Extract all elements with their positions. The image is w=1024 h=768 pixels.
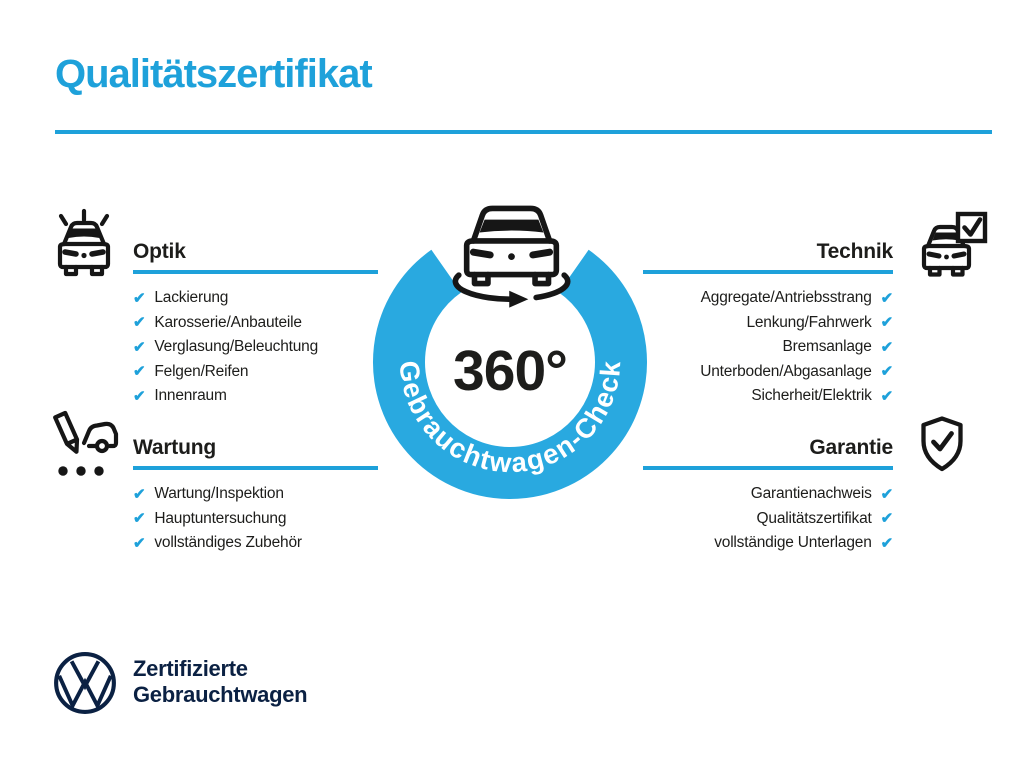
- checklist-item: ✔ Qualitätszertifikat: [643, 507, 894, 532]
- checklist-item: ✔ Felgen/Reifen: [133, 360, 378, 385]
- wartung-checklist: ✔ Wartung/Inspektion ✔ Hauptuntersuchung…: [133, 482, 378, 556]
- check-icon: ✔: [880, 387, 894, 405]
- check-icon: ✔: [133, 314, 146, 332]
- checklist-item: ✔ Karosserie/Anbauteile: [133, 311, 378, 336]
- checklist-item-label: Unterboden/Abgasanlage: [700, 362, 872, 380]
- brand-text: Zertifizierte Gebrauchtwagen: [133, 656, 308, 708]
- checklist-item-label: Hauptuntersuchung: [154, 509, 287, 527]
- checklist-item-label: Bremsanlage: [782, 338, 872, 356]
- checklist-item-label: vollständiges Zubehör: [154, 534, 302, 552]
- checklist-item: ✔ Innenraum: [133, 384, 378, 409]
- check-icon: ✔: [880, 363, 894, 381]
- section-garantie-title: Garantie: [809, 436, 893, 459]
- checklist-item-label: Sicherheit/Elektrik: [751, 387, 872, 405]
- section-optik-title: Optik: [133, 240, 186, 263]
- check-icon: ✔: [133, 289, 146, 307]
- technik-checklist: ✔ Aggregate/Antriebsstrang ✔ Lenkung/Fah…: [643, 286, 893, 409]
- check-icon: ✔: [880, 314, 894, 332]
- page-title: Qualitätszertifikat: [55, 52, 373, 96]
- checklist-item: ✔ vollständiges Zubehör: [133, 531, 378, 556]
- section-wartung-divider: [133, 466, 378, 470]
- check-icon: ✔: [133, 363, 146, 381]
- garantie-checklist: ✔ Garantienachweis ✔ Qualitätszertifikat…: [643, 482, 893, 556]
- checklist-item-label: Innenraum: [154, 387, 227, 405]
- ring-arc: [373, 249, 647, 499]
- checklist-item-label: Felgen/Reifen: [154, 362, 249, 380]
- checklist-item-label: Lenkung/Fahrwerk: [746, 313, 872, 331]
- check-icon: ✔: [880, 534, 894, 552]
- checklist-item-label: Wartung/Inspektion: [154, 485, 284, 503]
- section-optik-divider: [133, 270, 378, 274]
- checklist-item: ✔ Wartung/Inspektion: [133, 482, 378, 507]
- title-divider: [55, 130, 992, 134]
- check-icon: ✔: [880, 289, 894, 307]
- checklist-item: ✔ vollständige Unterlagen: [643, 531, 893, 556]
- checklist-item: ✔ Verglasung/Beleuchtung: [133, 335, 378, 360]
- 360-check-ring: Gebrauchtwagen-Check 360°: [360, 190, 660, 502]
- checklist-item-label: vollständige Unterlagen: [714, 534, 872, 552]
- check-icon: ✔: [880, 338, 894, 356]
- section-garantie: Garantie ✔ Garantienachweis ✔ Qualitätsz…: [643, 434, 893, 556]
- check-icon: ✔: [133, 485, 146, 503]
- checklist-item: ✔ Bremsanlage: [643, 335, 893, 360]
- checklist-item-label: Lackierung: [154, 289, 229, 307]
- section-technik: Technik ✔ Aggregate/Antriebsstrang ✔ Len…: [643, 238, 893, 409]
- shield-check-icon: [917, 415, 967, 473]
- optik-checklist: ✔ Lackierung ✔ Karosserie/Anbauteile ✔ V…: [133, 286, 378, 409]
- section-wartung-title: Wartung: [133, 436, 216, 459]
- check-icon: ✔: [133, 534, 146, 552]
- check-icon: ✔: [880, 510, 894, 528]
- checklist-item-label: Qualitätszertifikat: [756, 509, 872, 527]
- check-icon: ✔: [133, 338, 146, 356]
- checklist-item: ✔ Lackierung: [133, 286, 378, 311]
- checklist-item: ✔ Unterboden/Abgasanlage: [643, 360, 893, 385]
- section-wartung: Wartung ✔ Wartung/Inspektion ✔ Hauptunte…: [133, 434, 378, 556]
- check-icon: ✔: [133, 387, 146, 405]
- vw-logo-roundel: [52, 650, 118, 716]
- pencil-car-service-icon: [48, 410, 120, 480]
- section-technik-divider: [643, 270, 893, 274]
- checklist-item: ✔ Sicherheit/Elektrik: [643, 384, 893, 409]
- section-technik-title: Technik: [816, 240, 894, 263]
- brand-line2: Gebrauchtwagen: [133, 682, 308, 707]
- checklist-item-label: Karosserie/Anbauteile: [154, 313, 302, 331]
- checklist-item: ✔ Hauptuntersuchung: [133, 507, 378, 532]
- car-checkbox-icon: [918, 210, 988, 282]
- checklist-item-label: Garantienachweis: [750, 485, 872, 503]
- check-icon: ✔: [133, 510, 146, 528]
- brand-line1: Zertifizierte: [133, 656, 248, 681]
- section-garantie-divider: [643, 466, 893, 470]
- section-optik: Optik ✔ Lackierung ✔ Karosserie/Anbautei…: [133, 238, 378, 409]
- checklist-item-label: Verglasung/Beleuchtung: [154, 338, 319, 356]
- car-360-rotation-icon: [442, 196, 581, 315]
- checklist-item: ✔ Garantienachweis: [643, 482, 893, 507]
- checklist-item-label: Aggregate/Antriebsstrang: [700, 289, 872, 307]
- shiny-car-front-icon: [50, 207, 118, 279]
- checklist-item: ✔ Lenkung/Fahrwerk: [643, 311, 893, 336]
- check-icon: ✔: [880, 485, 894, 503]
- degree-value: 360°: [453, 339, 567, 403]
- checklist-item: ✔ Aggregate/Antriebsstrang: [643, 286, 894, 311]
